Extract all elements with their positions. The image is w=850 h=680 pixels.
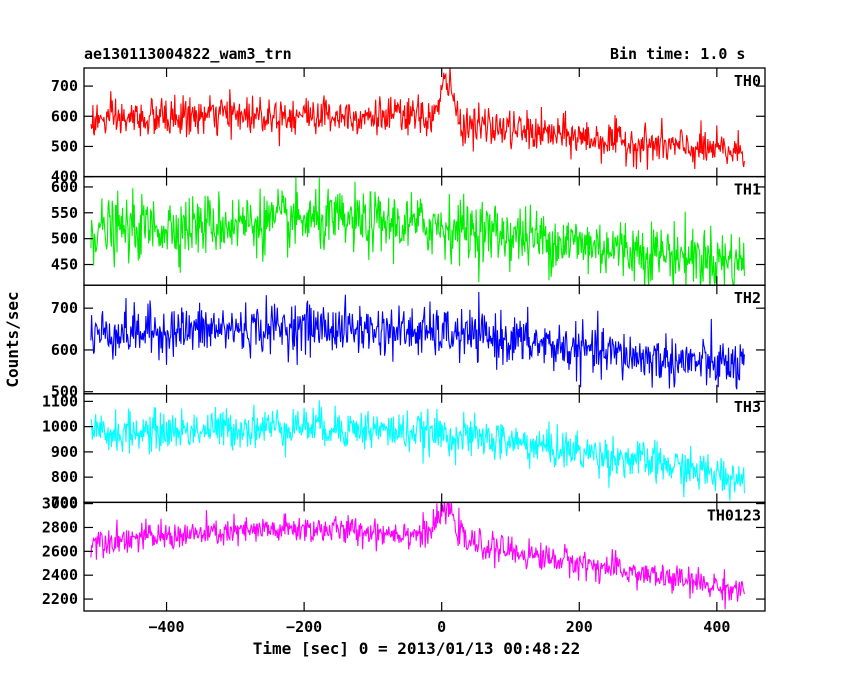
bin-time-label: Bin time: 1.0 s [610, 45, 746, 63]
y-tick-label: 2200 [42, 590, 78, 608]
y-tick-label: 600 [51, 107, 78, 125]
y-tick-label: 400 [51, 168, 78, 186]
panel-label-th2: TH2 [734, 289, 761, 307]
y-tick-label: 2400 [42, 566, 78, 584]
y-tick-label: 500 [51, 230, 78, 248]
x-tick-label: 0 [437, 618, 446, 636]
y-tick-label: 550 [51, 204, 78, 222]
y-tick-label: 900 [51, 443, 78, 461]
panel-label-th0: TH0 [734, 72, 761, 90]
y-tick-label: 3000 [42, 495, 78, 513]
series-line-th3 [90, 400, 745, 501]
y-tick-label: 600 [51, 341, 78, 359]
y-tick-label: 800 [51, 468, 78, 486]
chart-title: ae130113004822_wam3_trn [84, 45, 292, 63]
panel-label-th0123: TH0123 [707, 506, 761, 524]
panel-frame-th0123 [83, 501, 766, 612]
y-tick-label: 700 [51, 77, 78, 95]
series-line-th0123 [90, 502, 745, 610]
panel-frame-th2 [83, 284, 766, 395]
y-tick-label: 2600 [42, 542, 78, 560]
y-axis-label: Counts/sec [3, 291, 22, 387]
series-line-th0 [90, 68, 745, 170]
x-tick-label: −400 [148, 618, 184, 636]
x-tick-label: 200 [566, 618, 593, 636]
y-tick-label: 1000 [42, 418, 78, 436]
y-tick-label: 500 [51, 137, 78, 155]
y-tick-label: 500 [51, 383, 78, 401]
panel-label-th3: TH3 [734, 398, 761, 416]
y-tick-label: 2800 [42, 518, 78, 536]
x-tick-label: −200 [286, 618, 322, 636]
y-tick-label: 700 [51, 493, 78, 511]
panel-label-th1: TH1 [734, 181, 761, 199]
x-tick-label: 400 [703, 618, 730, 636]
series-line-th2 [90, 291, 745, 390]
series-line-th1 [90, 176, 745, 286]
y-tick-label: 1100 [42, 392, 78, 410]
y-tick-label: 450 [51, 256, 78, 274]
y-tick-label: 700 [51, 299, 78, 317]
x-axis-label: Time [sec] 0 = 2013/01/13 00:48:22 [253, 639, 581, 658]
y-tick-label: 600 [51, 178, 78, 196]
